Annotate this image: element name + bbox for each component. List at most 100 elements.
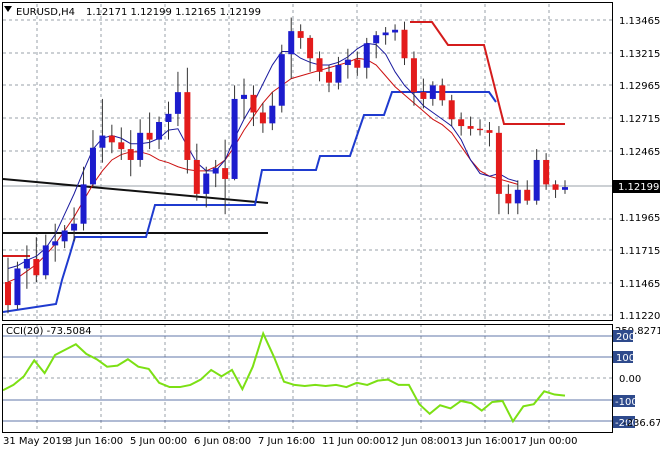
bullish-candle <box>156 121 163 140</box>
chart-frame <box>2 2 613 433</box>
bullish-candle <box>429 85 436 99</box>
bullish-candle <box>363 43 370 68</box>
time-tick: 11 Jun 00:00 <box>322 436 386 447</box>
bullish-candle <box>212 168 219 174</box>
price-panel-border <box>2 2 613 321</box>
bearish-candle <box>410 58 417 93</box>
cci-indicator <box>2 330 566 424</box>
cci-tick: -200 <box>615 418 638 429</box>
bullish-candle <box>288 31 295 55</box>
bearish-candle <box>222 168 229 179</box>
bearish-candle <box>193 159 200 194</box>
bullish-candle <box>23 258 30 269</box>
bullish-candle <box>335 65 342 83</box>
bullish-candle <box>392 29 399 33</box>
bullish-candle <box>269 105 276 124</box>
bearish-candle <box>524 189 531 201</box>
bearish-candle <box>146 132 153 140</box>
bullish-candle <box>278 54 285 106</box>
cci-line <box>2 330 566 424</box>
bullish-candle <box>231 98 238 179</box>
bullish-candle <box>165 113 172 122</box>
bullish-candle <box>71 223 78 231</box>
bearish-candle <box>477 128 484 131</box>
cci-level-marker <box>613 330 633 342</box>
time-tick: 13 Jun 16:00 <box>450 436 514 447</box>
time-tick: 17 Jun 00:00 <box>514 436 578 447</box>
time-tick: 3 Jun 16:00 <box>66 436 123 447</box>
cci-tick: 100 <box>616 353 635 364</box>
support-channel-line <box>2 91 497 313</box>
bearish-candle <box>259 112 266 124</box>
bullish-candle <box>514 189 521 204</box>
time-tick: 5 Jun 00:00 <box>130 436 187 447</box>
cci-level-marker <box>613 395 635 407</box>
bullish-candle <box>52 241 59 246</box>
cci-tick: 200 <box>616 332 635 343</box>
bearish-candle <box>184 92 191 160</box>
cci-tick: -236.6768 <box>623 418 660 429</box>
current-price-label: 1.12199 <box>618 182 659 193</box>
bearish-candle <box>420 92 427 99</box>
symbol-label: EURUSD,H4 <box>16 7 75 18</box>
time-tick: 12 Jun 08:00 <box>386 436 450 447</box>
bullish-candle <box>241 94 248 99</box>
bearish-candle <box>467 126 474 129</box>
bearish-candle <box>439 85 446 101</box>
bullish-candle <box>137 132 144 160</box>
bearish-candle <box>401 29 408 59</box>
bullish-candle <box>61 230 68 242</box>
cci-level-marker <box>613 351 633 363</box>
bullish-candle <box>533 159 540 201</box>
bearish-candle <box>325 71 332 83</box>
cci-tick: -100 <box>615 397 638 408</box>
bearish-candle <box>316 58 323 72</box>
cci-tick: 259.8271 <box>615 326 660 337</box>
price-tick: 1.12715 <box>619 114 660 125</box>
bullish-candle <box>174 92 181 114</box>
bearish-candle <box>250 94 257 113</box>
bearish-candle <box>108 135 115 143</box>
cci-axis: 259.8271 200 100 0.00 -100 -200 -236.676… <box>613 326 660 429</box>
bearish-candle <box>127 149 134 160</box>
resistance-channel-line <box>410 21 565 125</box>
price-tick: 1.11465 <box>619 279 660 290</box>
bullish-candle <box>562 187 568 190</box>
bullish-candle <box>344 59 351 66</box>
cci-level-marker <box>613 416 635 428</box>
cci-panel-border <box>2 324 613 433</box>
trendline-upper <box>2 178 269 204</box>
current-price-marker <box>613 180 660 193</box>
bearish-candle <box>552 184 559 190</box>
price-tick: 1.11715 <box>619 246 660 257</box>
bearish-candle <box>297 31 304 38</box>
bearish-candle <box>505 193 512 204</box>
price-axis: 1.13465 1.13215 1.12965 1.12715 1.12465 … <box>613 16 660 322</box>
bearish-candle <box>486 130 493 133</box>
time-tick: 31 May 2019 <box>3 436 68 447</box>
bearish-candle <box>354 59 361 68</box>
bearish-candle <box>118 142 125 150</box>
price-tick: 1.12465 <box>619 147 660 158</box>
bullish-candle <box>203 173 210 194</box>
time-tick: 7 Jun 16:00 <box>258 436 315 447</box>
bearish-candle <box>307 37 314 59</box>
price-tick: 1.11220 <box>619 311 660 322</box>
bullish-candle <box>373 35 380 44</box>
bearish-candle <box>448 100 455 120</box>
price-tick: 1.13215 <box>619 49 660 60</box>
bullish-candle <box>80 184 87 224</box>
bullish-candle <box>99 135 106 148</box>
cci-title: CCI(20) -73.5084 <box>6 326 92 337</box>
price-tick: 1.12965 <box>619 81 660 92</box>
bearish-candle <box>5 282 11 306</box>
price-tick: 1.11965 <box>619 213 660 224</box>
bullish-candle <box>382 32 389 36</box>
cci-tick: 0.00 <box>619 374 641 385</box>
time-axis: 31 May 2019 3 Jun 16:00 5 Jun 00:00 6 Ju… <box>3 436 578 447</box>
symbol-dropdown-icon[interactable] <box>4 6 12 12</box>
price-tick: 1.13465 <box>619 16 660 27</box>
bearish-candle <box>33 258 40 276</box>
bullish-candle <box>89 147 96 185</box>
